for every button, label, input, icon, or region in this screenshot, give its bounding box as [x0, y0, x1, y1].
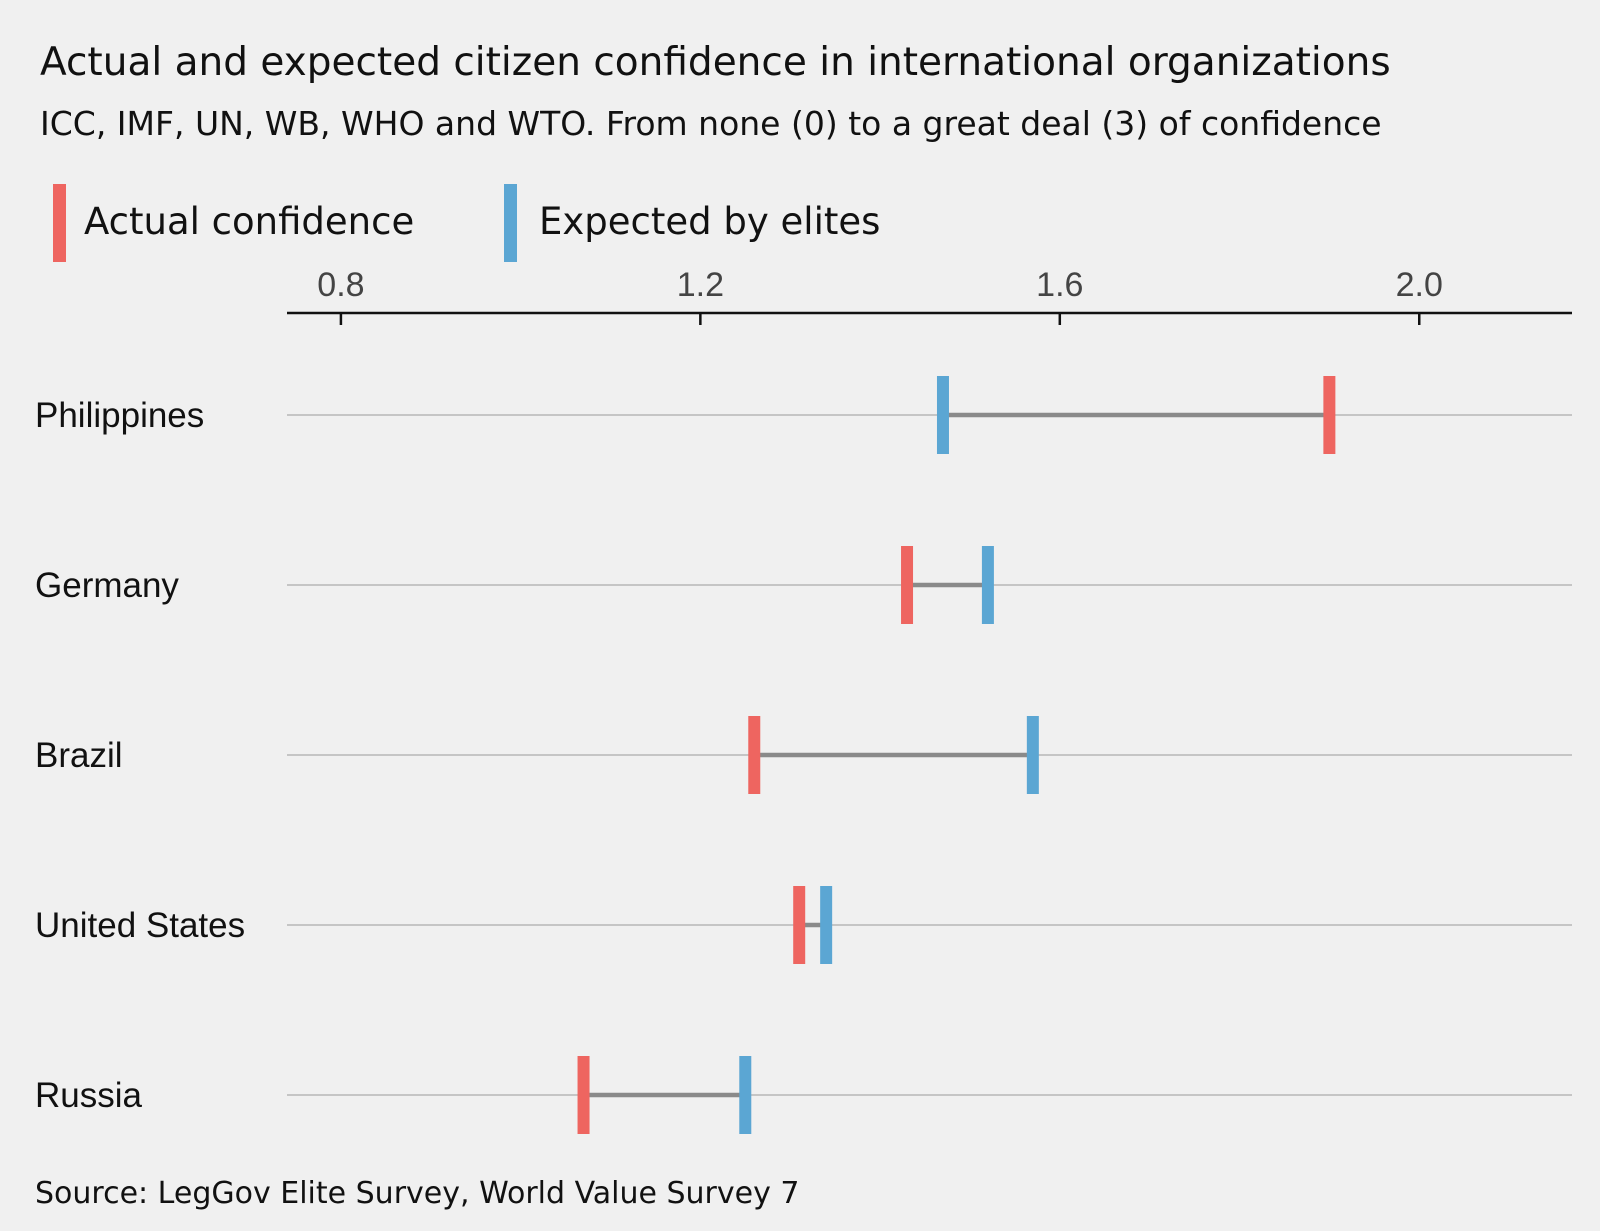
expected-by-elites-mark: [1026, 716, 1039, 794]
actual-confidence-mark: [1323, 376, 1336, 454]
actual-confidence-mark: [748, 716, 761, 794]
x-tick-label: 0.8: [317, 266, 364, 304]
legend-label-expected: Expected by elites: [539, 200, 880, 243]
chart-row: Philippines: [35, 376, 1572, 454]
category-label: Russia: [35, 1076, 143, 1115]
x-tick-label: 2.0: [1396, 266, 1443, 304]
actual-confidence-mark: [577, 1056, 590, 1134]
legend-swatch-expected: [504, 184, 517, 262]
x-tick-label: 1.2: [677, 266, 724, 304]
chart-row: United States: [35, 886, 1572, 964]
plot-area: Philippines Germany Brazil United States Rus…: [35, 376, 1572, 1134]
expected-by-elites-mark: [936, 376, 949, 454]
category-label: Philippines: [35, 396, 204, 435]
actual-confidence-mark: [793, 886, 806, 964]
category-label: Germany: [35, 566, 179, 605]
x-axis: 0.8 1.2 1.6 2.0: [287, 266, 1572, 325]
chart-row: Russia: [35, 1056, 1572, 1134]
legend-swatch-actual: [53, 184, 66, 262]
expected-by-elites-mark: [739, 1056, 752, 1134]
chart-row: Brazil: [35, 716, 1572, 794]
legend-label-actual: Actual confidence: [84, 200, 414, 243]
chart-title: Actual and expected citizen confidence i…: [40, 40, 1391, 85]
chart-subtitle: ICC, IMF, UN, WB, WHO and WTO. From none…: [40, 104, 1382, 143]
legend: Actual confidence Expected by elites: [53, 184, 880, 262]
expected-by-elites-mark: [820, 886, 833, 964]
category-label: United States: [35, 906, 245, 945]
expected-by-elites-mark: [981, 546, 994, 624]
actual-confidence-mark: [901, 546, 914, 624]
category-label: Brazil: [35, 736, 123, 775]
source-note: Source: LegGov Elite Survey, World Value…: [35, 1176, 799, 1211]
x-tick-label: 1.6: [1036, 266, 1083, 304]
chart-row: Germany: [35, 546, 1572, 624]
